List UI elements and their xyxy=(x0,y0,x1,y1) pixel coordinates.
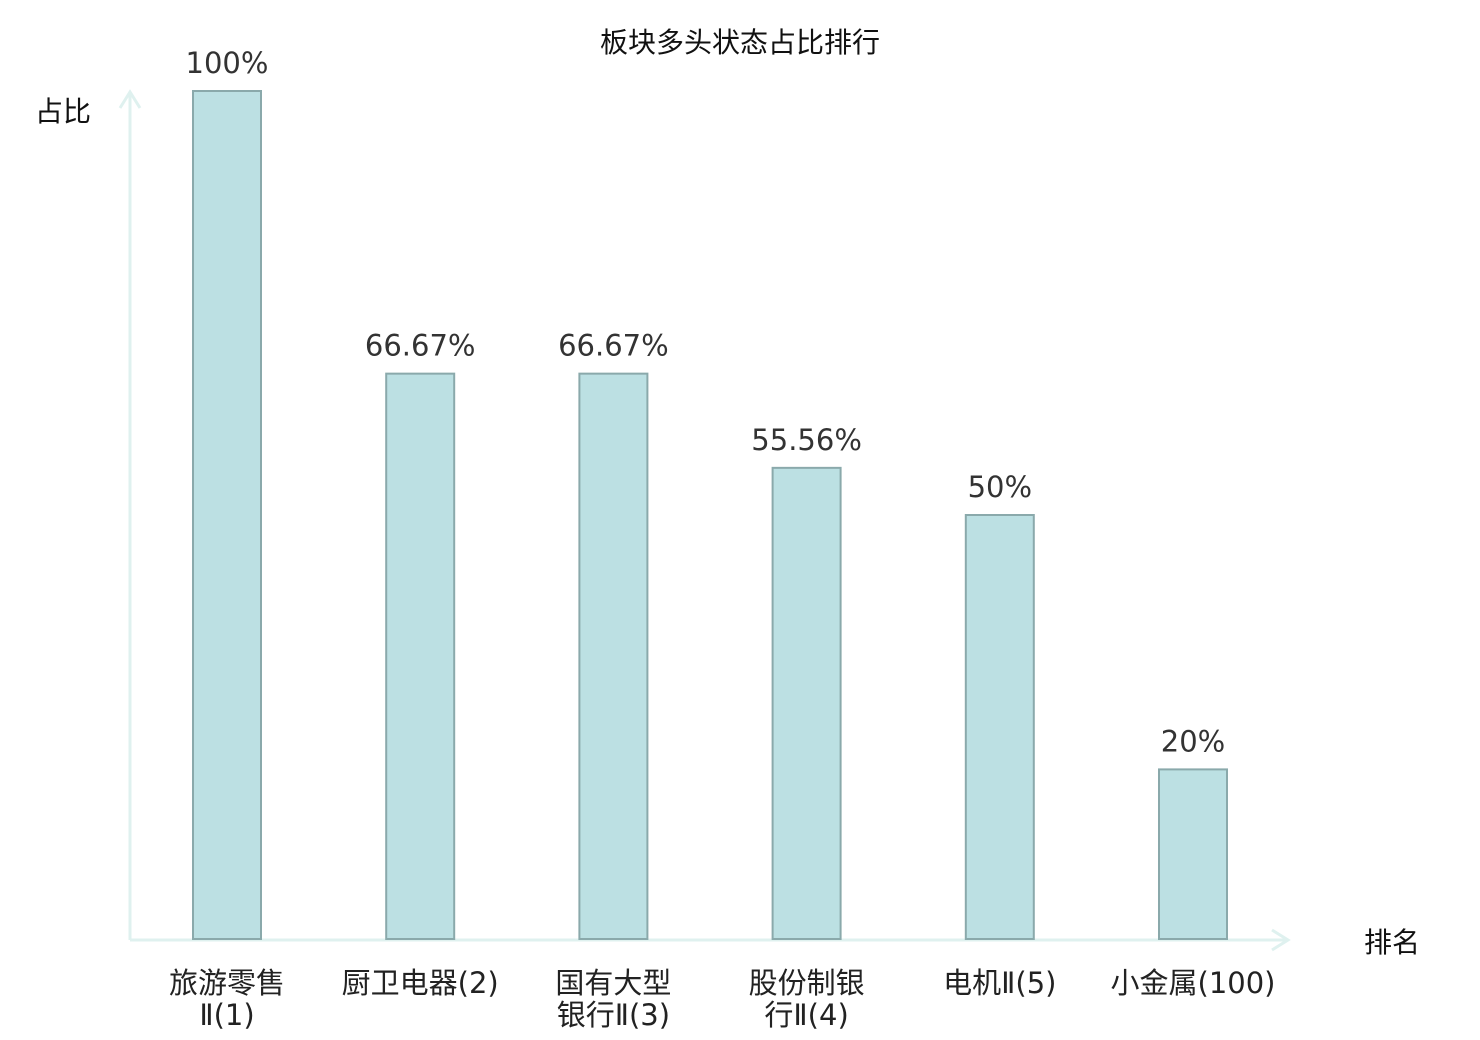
x-tick-label-line: 银行Ⅱ(3) xyxy=(557,998,670,1032)
data-label: 66.67% xyxy=(365,329,476,363)
x-tick-label: 国有大型银行Ⅱ(3) xyxy=(555,966,671,1032)
data-label: 66.67% xyxy=(558,329,669,363)
x-tick-label-line: 股份制银 xyxy=(749,966,865,1000)
x-tick-label-line: 厨卫电器(2) xyxy=(342,966,499,1000)
x-tick-label-line: 小金属(100) xyxy=(1111,966,1276,1000)
data-label: 100% xyxy=(186,46,269,80)
y-axis-label: 占比 xyxy=(35,95,91,128)
data-label: 20% xyxy=(1161,724,1225,758)
x-tick-label-line: Ⅱ(1) xyxy=(199,998,254,1032)
x-tick-label: 旅游零售 Ⅱ(1) xyxy=(169,966,285,1032)
x-tick-label-line: 旅游零售 xyxy=(169,966,285,1000)
x-tick-label: 小金属(100) xyxy=(1111,966,1276,1000)
x-axis-arrow-icon xyxy=(1271,928,1291,952)
data-label: 50% xyxy=(968,470,1032,504)
bar xyxy=(964,514,1035,940)
data-label: 55.56% xyxy=(751,423,862,457)
bar xyxy=(578,372,649,940)
axes xyxy=(118,89,1291,952)
x-tick-label-line: 行Ⅱ(4) xyxy=(764,998,848,1032)
x-tick-label-line: 国有大型 xyxy=(555,966,671,1000)
y-axis-arrow-icon xyxy=(118,89,142,109)
x-tick-label: 厨卫电器(2) xyxy=(342,966,499,1000)
chart-title: 板块多头状态占比排行 xyxy=(600,26,880,59)
bar xyxy=(192,90,262,940)
x-axis-label: 排名 xyxy=(1364,926,1420,959)
x-tick-label: 电机Ⅱ(5) xyxy=(943,966,1056,1000)
bar xyxy=(385,372,456,940)
x-tick-label-line: 电机Ⅱ(5) xyxy=(943,966,1056,1000)
x-tick-label: 股份制银行Ⅱ(4) xyxy=(749,966,865,1032)
bar xyxy=(771,466,842,940)
bar xyxy=(1158,768,1228,941)
